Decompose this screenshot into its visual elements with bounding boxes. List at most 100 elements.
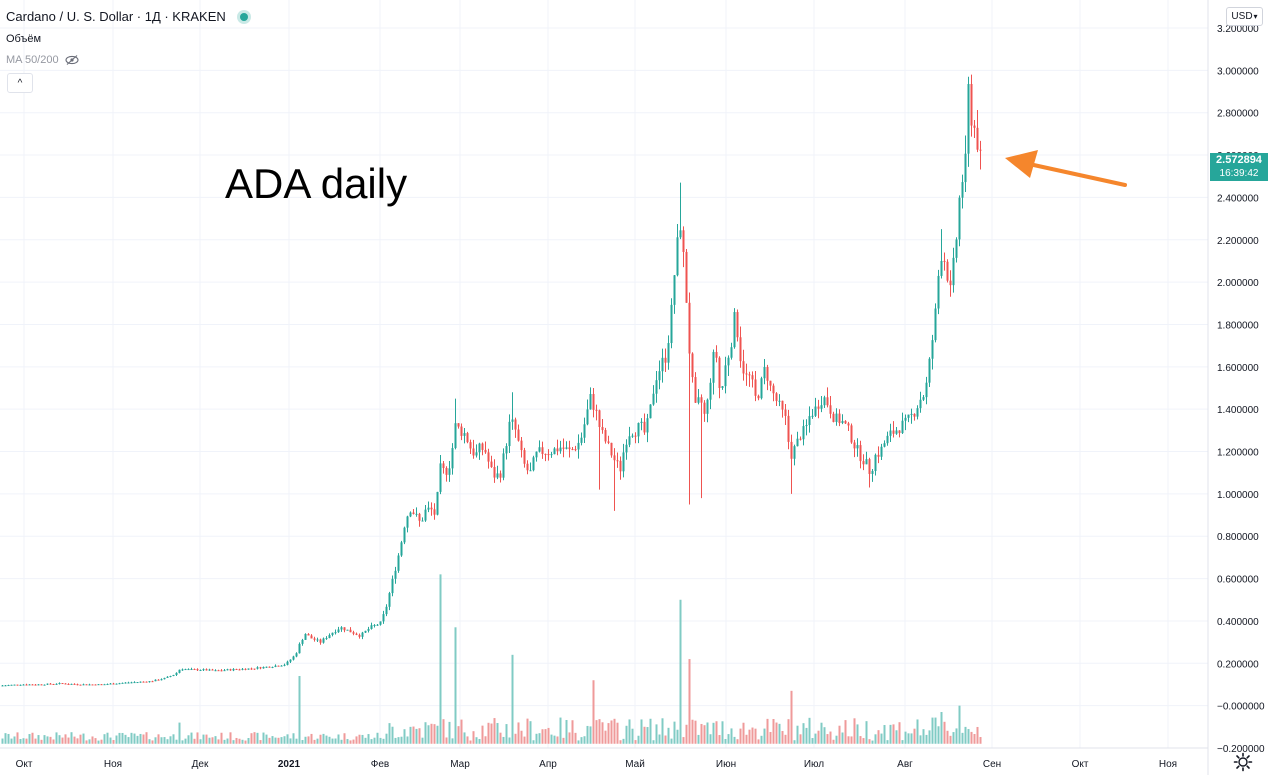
y-tick-label: 1.000000: [1217, 490, 1259, 501]
candle-body: [19, 684, 22, 686]
y-tick-label: 2.400000: [1217, 193, 1259, 204]
candle-body: [22, 684, 25, 686]
candle-body: [238, 669, 241, 671]
candle-body: [58, 683, 61, 685]
candle-body: [457, 423, 460, 427]
volume-bar: [136, 735, 139, 744]
volume-bar: [550, 734, 553, 744]
volume-bar: [664, 735, 667, 744]
volume-bar: [469, 740, 472, 744]
candle-body: [556, 448, 559, 452]
volume-bar: [58, 735, 61, 744]
candle-body: [493, 467, 496, 478]
volume-bar: [304, 736, 307, 744]
volume-bar: [478, 738, 481, 744]
volume-bar: [811, 738, 814, 744]
candle-body: [748, 374, 751, 376]
volume-bar: [208, 737, 211, 744]
volume-bar: [280, 737, 283, 744]
ma-label: MA 50/200: [6, 54, 59, 66]
candle-body: [754, 379, 757, 396]
candle-body: [886, 435, 889, 444]
volume-bar: [295, 738, 298, 744]
volume-bar: [892, 724, 895, 744]
currency-select[interactable]: USD ▾: [1226, 7, 1263, 26]
volume-bar: [223, 739, 226, 744]
candle-body: [934, 308, 937, 341]
candle-body: [298, 643, 301, 654]
volume-bar: [103, 734, 106, 744]
candle-body: [214, 670, 217, 672]
candle-body: [577, 442, 580, 450]
candle-body: [811, 415, 814, 417]
ma-legend[interactable]: MA 50/200: [6, 54, 79, 66]
volume-bar: [688, 659, 691, 744]
volume-bar: [754, 728, 757, 744]
volume-bar: [124, 734, 127, 744]
volume-bar: [16, 732, 19, 744]
candle-body: [790, 441, 793, 459]
collapse-legend-button[interactable]: ^: [7, 73, 33, 93]
volume-bar: [574, 732, 577, 744]
volume-legend[interactable]: Объём: [6, 33, 42, 45]
candle-body: [367, 628, 370, 631]
candle-body: [664, 357, 667, 363]
volume-bar: [166, 739, 169, 744]
candle-body: [652, 393, 655, 405]
eye-hidden-icon[interactable]: [65, 55, 79, 65]
volume-bar: [196, 732, 199, 744]
volume-bar: [877, 730, 880, 744]
volume-bar: [838, 725, 841, 744]
volume-bar: [205, 734, 208, 744]
volume-bar: [373, 737, 376, 744]
candle-body: [874, 454, 877, 471]
volume-bar: [139, 733, 142, 744]
candle-body: [337, 629, 340, 633]
volume-bar: [85, 740, 88, 744]
volume-bar: [922, 729, 925, 744]
candle-body: [403, 527, 406, 543]
candle-body: [763, 367, 766, 379]
candle-body: [847, 423, 850, 426]
candle-body: [394, 570, 397, 579]
volume-bar: [343, 733, 346, 744]
volume-bar: [604, 730, 607, 744]
volume-bar: [919, 735, 922, 744]
volume-bar: [568, 732, 571, 744]
candle-body: [940, 260, 943, 276]
volume-bar: [253, 732, 256, 744]
symbol-header[interactable]: Cardano / U. S. Dollar · 1Д · KRAKEN: [6, 9, 248, 24]
candlesticks: [1, 74, 982, 687]
candle-body: [955, 239, 958, 258]
volume-bar: [775, 722, 778, 744]
volume-bar: [940, 712, 943, 744]
candle-body: [706, 399, 709, 414]
volume-bar: [772, 719, 775, 744]
candle-body: [562, 447, 565, 449]
gear-icon[interactable]: [1233, 752, 1253, 772]
x-tick-label: Окт: [1072, 759, 1089, 770]
candle-body: [97, 684, 100, 686]
candle-body: [949, 280, 952, 286]
volume-bar: [520, 730, 523, 744]
volume-bar: [7, 733, 10, 744]
volume-bar: [19, 738, 22, 744]
candle-body: [850, 425, 853, 443]
candle-body: [922, 397, 925, 400]
volume-bar: [187, 735, 190, 744]
volume-bar: [382, 738, 385, 744]
volume-bar: [199, 739, 202, 744]
candle-body: [223, 670, 226, 672]
volume-bar: [463, 732, 466, 744]
volume-bar: [802, 723, 805, 744]
candle-body: [967, 84, 970, 154]
x-tick-label: Июл: [804, 759, 824, 770]
volume-bar: [307, 736, 310, 744]
candle-body: [961, 182, 964, 198]
candle-body: [919, 399, 922, 409]
volume-bar: [514, 733, 517, 744]
y-tick-label: −0.000000: [1217, 702, 1265, 713]
candle-body: [583, 424, 586, 438]
candle-body: [250, 668, 253, 670]
